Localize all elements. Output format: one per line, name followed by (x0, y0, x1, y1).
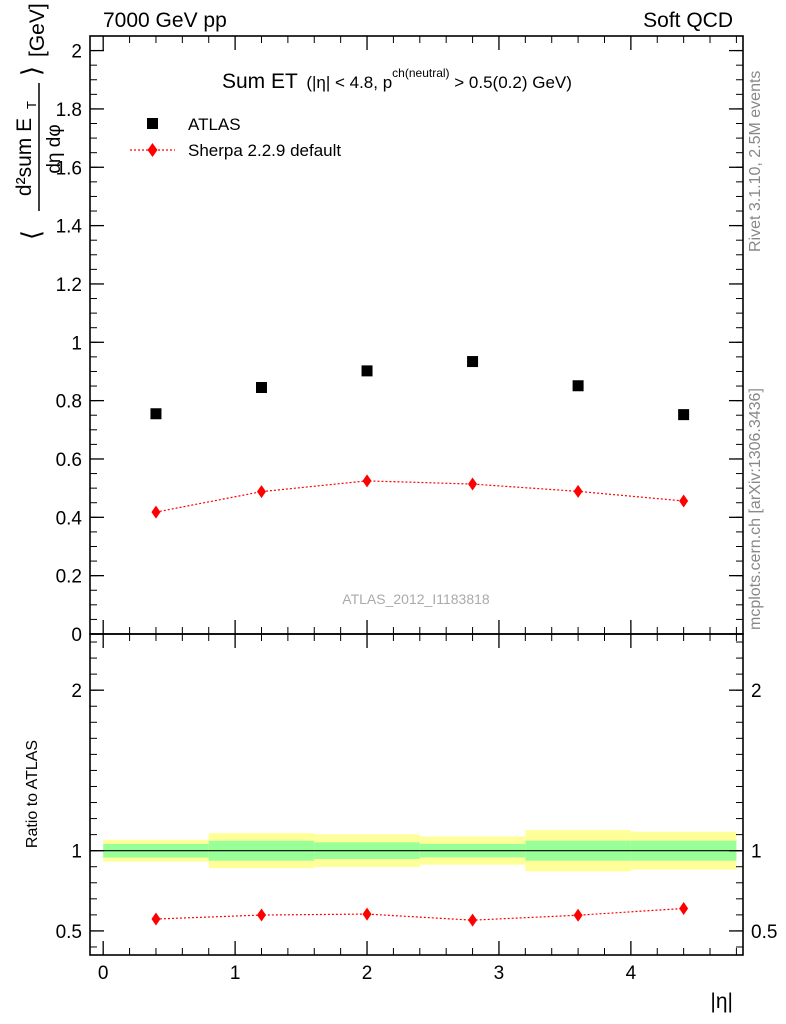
y-tick-label: 0.6 (56, 450, 82, 471)
ylabel-numerator: d²sum E (13, 118, 36, 196)
sherpa-prediction-point (362, 474, 372, 488)
sherpa-prediction-point (256, 485, 266, 499)
x-tick-label: 3 (494, 963, 505, 984)
x-tick-label: 2 (362, 963, 373, 984)
atlas-data-point (467, 356, 479, 368)
y-tick-label: 0.4 (56, 508, 83, 529)
ratio-y-tick-label-right: 2 (751, 681, 762, 702)
ratio-frame (89, 633, 744, 956)
sherpa-ratio-line (155, 907, 684, 921)
sherpa-prediction-point (468, 477, 478, 491)
sherpa-prediction-point (573, 484, 583, 498)
ratio-panel: 0 1 2 3 4 0.5 0.5 1 1 2 2 (56, 633, 777, 984)
y-tick-label: 0.8 (56, 392, 82, 413)
ratio-ylabel: Ratio to ATLAS (24, 740, 41, 848)
y-tick-label: 0 (71, 625, 82, 646)
legend-label-sherpa: Sherpa 2.2.9 default (188, 141, 341, 160)
sherpa-ratio-point (468, 913, 478, 927)
sherpa-prediction-point (151, 505, 161, 519)
main-ylabel: ⟨ d²sum E T dη dφ ⟩ [GeV] (13, 3, 65, 240)
sherpa-prediction-line (155, 480, 684, 513)
title-tail: > 0.5(0.2) GeV) (450, 73, 572, 92)
y-tick-label: 0.2 (56, 567, 82, 588)
ratio-y-tick-label-right: 1 (751, 842, 762, 863)
header-left: 7000 GeV pp (103, 9, 227, 32)
atlas-data-point (572, 380, 584, 392)
ylabel-open-bracket: ⟨ (16, 230, 46, 240)
y-tick-label: 1.2 (56, 275, 82, 296)
x-tick-label: 1 (230, 963, 241, 984)
ratio-y-tick-label-left: 0.5 (56, 922, 82, 943)
x-tick-label: 4 (626, 963, 637, 984)
atlas-data-point (150, 408, 162, 420)
ratio-y-tick-label-left: 1 (71, 842, 82, 863)
sherpa-ratio-point (151, 912, 161, 926)
atlas-data-point (678, 409, 690, 421)
y-tick-label: 1 (71, 333, 82, 354)
ratio-y-tick-label-right: 0.5 (751, 922, 777, 943)
legend: ATLAS Sherpa 2.2.9 default (130, 115, 341, 160)
legend-marker-atlas (147, 118, 158, 129)
ylabel-numerator-sub: T (24, 101, 39, 109)
atlas-data-point (255, 382, 267, 394)
y-tick-label: 1.8 (56, 100, 82, 121)
sherpa-ratio-point (362, 907, 372, 921)
title-superscript: ch(neutral) (392, 66, 449, 80)
xlabel: |η| (710, 990, 733, 1013)
sherpa-ratio-point (256, 908, 266, 922)
ratio-y-tick-label-left: 2 (71, 681, 82, 702)
legend-marker-sherpa (147, 143, 158, 157)
y-tick-label: 1.6 (56, 158, 82, 179)
rivet-version-text: Rivet 3.1.10, 2.5M events (747, 71, 764, 252)
atlas-data-point (361, 365, 373, 377)
ylabel-close-bracket: ⟩ (16, 66, 46, 76)
y-tick-label: 2 (71, 42, 82, 63)
analysis-watermark: ATLAS_2012_I1183818 (342, 591, 490, 607)
mcplots-reference-text: mcplots.cern.ch [arXiv:1306.3436] (747, 388, 764, 630)
y-tick-label: 1.4 (56, 217, 83, 238)
x-tick-label: 0 (98, 963, 109, 984)
sherpa-ratio-point (679, 901, 689, 915)
title-main: Sum ET (222, 70, 298, 93)
sherpa-ratio-point (573, 908, 583, 922)
ylabel-denominator: dη dφ (44, 124, 65, 173)
header-right: Soft QCD (643, 9, 733, 32)
title-cut: (|η| < 4.8, p (306, 73, 392, 92)
sherpa-prediction-point (679, 494, 689, 508)
main-panel: 0 0.2 0.4 0.6 0.8 1 1.2 1.4 1.6 1.8 2 (56, 35, 744, 646)
legend-label-atlas: ATLAS (188, 115, 241, 134)
ylabel-unit: [GeV] (26, 3, 49, 57)
main-plot-title: Sum ET (|η| < 4.8, pch(neutral) > 0.5(0.… (222, 66, 572, 93)
